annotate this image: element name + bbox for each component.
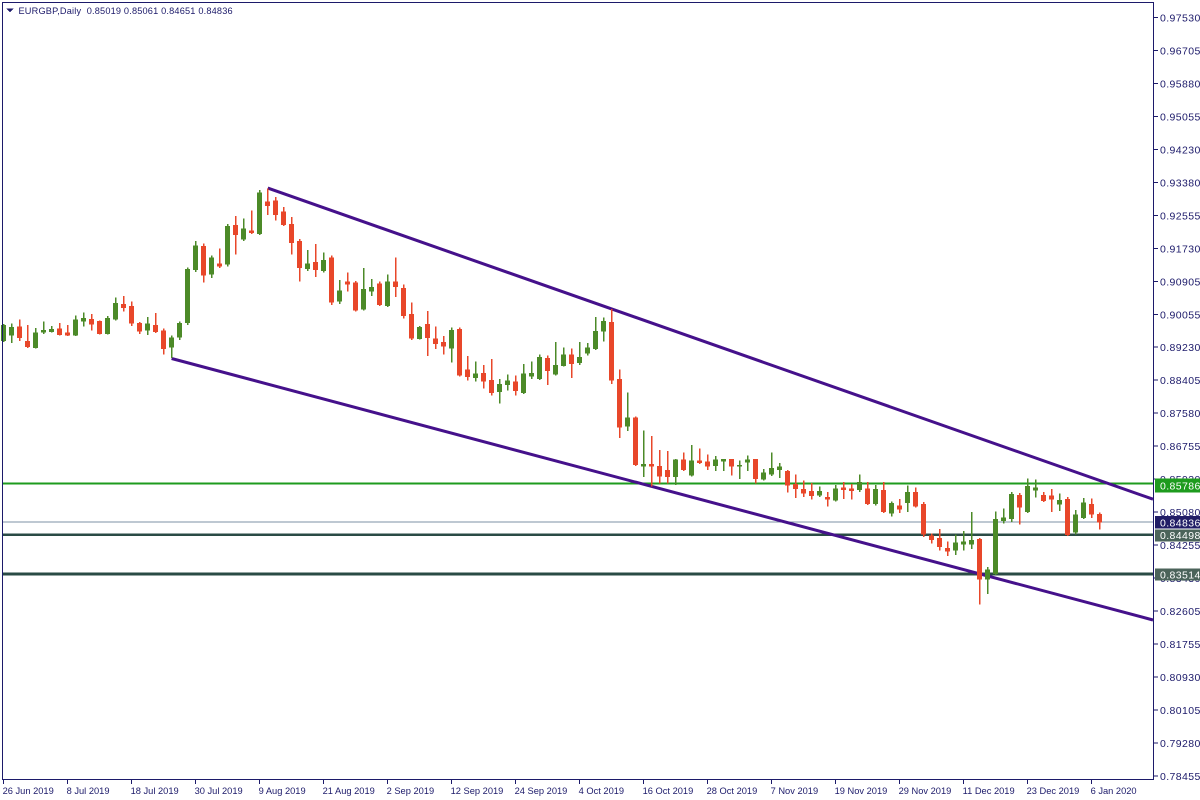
svg-text:0.83514: 0.83514 bbox=[1160, 569, 1200, 581]
svg-text:0.79280: 0.79280 bbox=[1160, 738, 1200, 750]
svg-text:11 Dec 2019: 11 Dec 2019 bbox=[963, 786, 1015, 796]
svg-text:0.96705: 0.96705 bbox=[1160, 46, 1200, 58]
svg-text:4 Oct 2019: 4 Oct 2019 bbox=[579, 786, 624, 796]
svg-text:30 Jul 2019: 30 Jul 2019 bbox=[195, 786, 243, 796]
svg-text:26 Jun 2019: 26 Jun 2019 bbox=[3, 786, 54, 796]
svg-text:2 Sep 2019: 2 Sep 2019 bbox=[387, 786, 435, 796]
svg-text:0.95055: 0.95055 bbox=[1160, 111, 1200, 123]
svg-text:24 Sep 2019: 24 Sep 2019 bbox=[515, 786, 568, 796]
svg-text:0.84498: 0.84498 bbox=[1160, 530, 1200, 542]
svg-text:0.90905: 0.90905 bbox=[1160, 276, 1200, 288]
svg-text:19 Nov 2019: 19 Nov 2019 bbox=[835, 786, 888, 796]
svg-text:EURGBP,Daily 0.85019 0.85061: EURGBP,Daily 0.85019 0.85061 0.84651 0.8… bbox=[19, 6, 233, 16]
svg-text:0.89230: 0.89230 bbox=[1160, 342, 1200, 354]
svg-text:0.80105: 0.80105 bbox=[1160, 705, 1200, 717]
svg-text:0.94230: 0.94230 bbox=[1160, 144, 1200, 156]
svg-text:0.87580: 0.87580 bbox=[1160, 408, 1200, 420]
svg-text:6 Jan 2020: 6 Jan 2020 bbox=[1091, 786, 1137, 796]
svg-text:0.95880: 0.95880 bbox=[1160, 78, 1200, 90]
svg-text:0.97530: 0.97530 bbox=[1160, 13, 1200, 25]
svg-text:0.90055: 0.90055 bbox=[1160, 309, 1200, 321]
svg-text:8 Jul 2019: 8 Jul 2019 bbox=[67, 786, 110, 796]
svg-text:0.81755: 0.81755 bbox=[1160, 639, 1200, 651]
svg-text:0.93380: 0.93380 bbox=[1160, 177, 1200, 189]
svg-text:18 Jul 2019: 18 Jul 2019 bbox=[131, 786, 179, 796]
svg-text:0.86755: 0.86755 bbox=[1160, 441, 1200, 453]
svg-text:0.84836: 0.84836 bbox=[1160, 517, 1200, 529]
svg-text:7 Nov 2019: 7 Nov 2019 bbox=[771, 786, 819, 796]
svg-text:12 Sep 2019: 12 Sep 2019 bbox=[451, 786, 504, 796]
svg-text:0.78455: 0.78455 bbox=[1160, 771, 1200, 783]
svg-text:16 Oct 2019: 16 Oct 2019 bbox=[643, 786, 694, 796]
svg-text:29 Nov 2019: 29 Nov 2019 bbox=[899, 786, 952, 796]
svg-text:21 Aug 2019: 21 Aug 2019 bbox=[323, 786, 375, 796]
svg-text:0.80930: 0.80930 bbox=[1160, 672, 1200, 684]
svg-text:0.92555: 0.92555 bbox=[1160, 210, 1200, 222]
svg-text:0.84255: 0.84255 bbox=[1160, 540, 1200, 552]
svg-text:9 Aug 2019: 9 Aug 2019 bbox=[259, 786, 306, 796]
svg-text:28 Oct 2019: 28 Oct 2019 bbox=[707, 786, 758, 796]
svg-text:0.85786: 0.85786 bbox=[1160, 480, 1200, 492]
svg-text:0.82605: 0.82605 bbox=[1160, 606, 1200, 618]
svg-text:23 Dec 2019: 23 Dec 2019 bbox=[1027, 786, 1080, 796]
svg-text:0.88405: 0.88405 bbox=[1160, 375, 1200, 387]
svg-text:0.91730: 0.91730 bbox=[1160, 243, 1200, 255]
